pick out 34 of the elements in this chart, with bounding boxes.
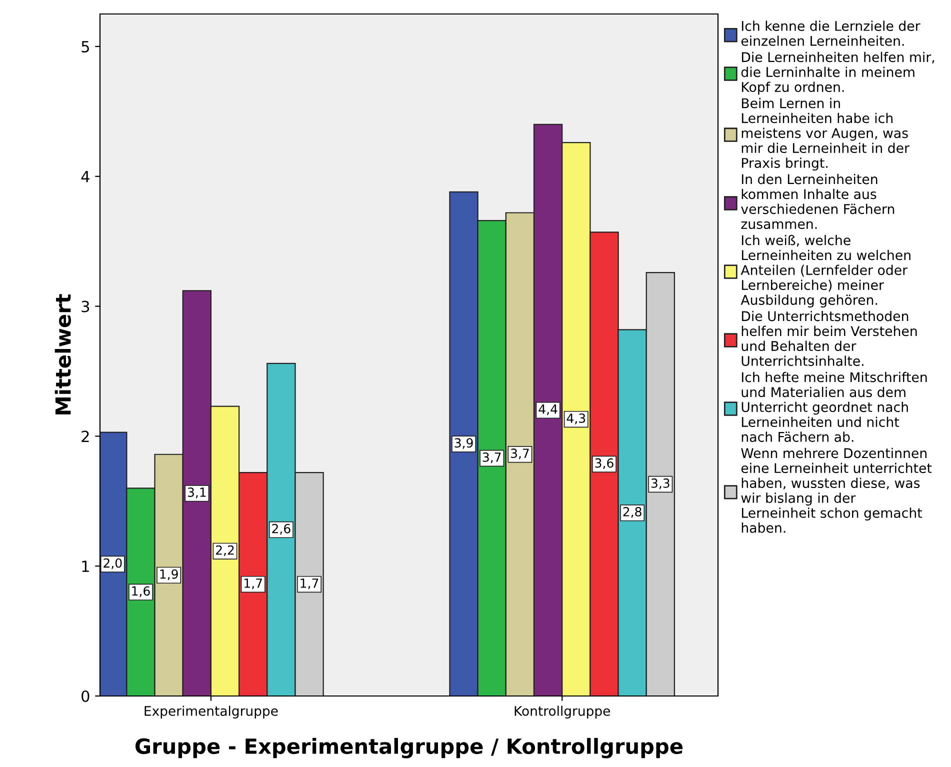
x-tick-label: Experimentalgruppe — [144, 706, 278, 718]
legend-label: Ich hefte meine Mitschriften und Materialien aus dem Unterricht geordnet nach Lerneinheiten und nicht nach Fächern ab. — [742, 372, 927, 442]
y-tick-label: 3 — [82, 300, 90, 312]
data-label: 2,0 — [104, 558, 122, 570]
data-label: 3,7 — [482, 452, 501, 464]
legend-label: Ich kenne die Lernziele der einzelnen Lerneinheiten. — [741, 20, 920, 46]
data-label: 3,6 — [595, 458, 614, 470]
legend-label: Beim Lernen in Lerneinheiten habe ich meistens vor Augen, was mir die Lerneinheit in der Praxis bringt. — [742, 98, 910, 171]
data-label: 2,6 — [272, 524, 290, 535]
data-label: 3,9 — [454, 438, 473, 449]
data-label: 1,7 — [244, 578, 262, 590]
y-tick-label: 2 — [82, 430, 89, 442]
legend-label: Ich weiß, welche Lerneinheiten zu welchen Anteilen (Lernfelder oder Lernbereiche) meiner Ausbildung gehören. — [740, 234, 910, 308]
y-axis-title: Mittelwert — [54, 294, 71, 414]
data-label: 1,9 — [160, 569, 178, 580]
legend-label: Die Lerneinheiten helfen mir, die Lerninhalte in meinem Kopf zu ordnen. — [741, 52, 934, 95]
y-tick-label: 5 — [82, 41, 89, 52]
legend-label: In den Lerneinheiten kommen Inhalte aus verschiedenen Fächern zusammen. — [741, 174, 894, 230]
legend-label: Wenn mehrere Dozentinnen eine Lerneinheit unterrichtet haben, wussten diese, was wir bislang in der Lerneinheit schon gemacht haben. — [741, 448, 932, 533]
data-label: 4,4 — [538, 404, 558, 416]
x-axis-title: Gruppe - Experimentalgruppe / Kontrollgruppe — [136, 738, 683, 758]
data-label: 2,2 — [216, 545, 234, 556]
data-label: 2,8 — [623, 507, 642, 518]
data-label: 3,7 — [510, 448, 529, 460]
data-label: 1,6 — [132, 586, 150, 597]
y-tick-label: 4 — [81, 171, 90, 182]
data-label: 1,7 — [300, 578, 318, 590]
x-tick-label: Kontrollgruppe — [514, 706, 610, 718]
data-label: 3,3 — [651, 478, 670, 490]
y-tick-label: 1 — [82, 560, 89, 572]
y-tick-label: 0 — [82, 690, 90, 702]
data-label: 3,1 — [188, 488, 206, 498]
data-label: 4,3 — [566, 413, 586, 424]
legend-label: Die Unterrichtsmethoden helfen mir beim Verstehen und Behalten der Unterrichtsinhalte. — [742, 310, 917, 366]
